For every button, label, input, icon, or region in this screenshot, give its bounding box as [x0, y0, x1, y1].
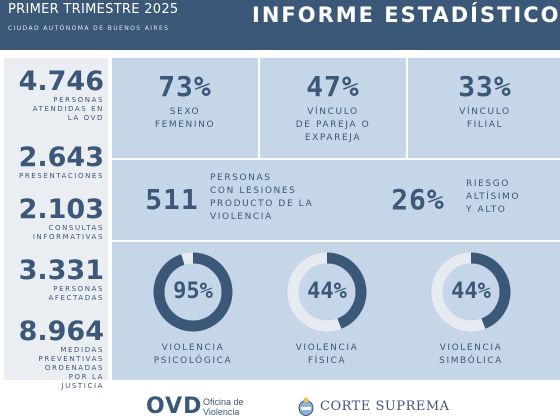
- sidebar-stats: 4.746 PERSONAS ATENDIDAS EN LA OVD 2.643…: [4, 58, 108, 390]
- donut-physical-label: VIOLENCIA FÍSICA: [295, 343, 359, 366]
- stat-label: PERSONAS AFECTADAS: [48, 285, 104, 302]
- stat-people-attended: 4.746 PERSONAS ATENDIDAS EN LA OVD: [4, 68, 104, 123]
- donut-psychological: 95%: [152, 251, 234, 333]
- stat-injuries-value: 511: [145, 183, 199, 216]
- stat-value: 2.643: [18, 142, 104, 173]
- stat-risk-value: 26%: [391, 183, 445, 216]
- stat-value: 3.331: [18, 255, 104, 286]
- stat-label: MEDIDAS PREVENTIVAS ORDENADAS POR LA JUS…: [38, 346, 104, 390]
- donut-physical: 44%: [286, 251, 368, 333]
- stat-partner-value: 47%: [306, 70, 360, 103]
- divider: [112, 158, 560, 160]
- stat-risk-label: RIESGO ALTÍSIMO Y ALTO: [466, 179, 521, 215]
- ovd-logo: OVD: [146, 394, 203, 416]
- coat-of-arms-icon: [298, 397, 314, 416]
- donut-ring: [431, 252, 511, 332]
- donut-arc: [287, 252, 367, 332]
- stat-partner-label: VÍNCULO DE PAREJA O EXPAREJA: [295, 107, 371, 143]
- donut-psychological-label: VIOLENCIA PSICOLÓGICA: [153, 343, 233, 366]
- stat-value: 8.964: [18, 316, 104, 347]
- stat-consultations: 2.103 CONSULTAS INFORMATIVAS: [4, 196, 104, 242]
- stat-value: 4.746: [18, 66, 104, 97]
- stat-filial-value: 33%: [458, 70, 512, 103]
- stat-label: PRESENTACIONES: [19, 172, 104, 180]
- donut-value: 44%: [451, 279, 491, 304]
- stat-female-value: 73%: [158, 70, 212, 103]
- divider: [112, 240, 560, 242]
- donut-symbolic-label: VIOLENCIA SIMBÓLICA: [439, 343, 503, 366]
- stats-panel: 73% SEXO FEMENINO 47% VÍNCULO DE PAREJA …: [112, 58, 560, 380]
- stat-female-label: SEXO FEMENINO: [154, 107, 216, 130]
- stat-value: 2.103: [18, 194, 104, 225]
- donut-value: 95%: [173, 279, 213, 304]
- footer-logos: OVD Oficina de Violencia CORTE SUPREMA: [0, 392, 560, 416]
- stat-affected-people: 3.331 PERSONAS AFECTADAS: [4, 257, 104, 303]
- donut-value: 44%: [307, 279, 347, 304]
- donut-ring: [153, 252, 233, 332]
- report-jurisdiction: CIUDAD AUTÓNOMA DE BUENOS AIRES: [8, 25, 170, 32]
- stat-label: CONSULTAS INFORMATIVAS: [32, 224, 104, 241]
- court-name: CORTE SUPREMA: [320, 399, 450, 414]
- stat-injuries-label: PERSONAS CON LESIONES PRODUCTO DE LA VIO…: [210, 173, 314, 222]
- divider: [258, 58, 260, 158]
- page-title: INFORME ESTADÍSTICO: [252, 3, 560, 27]
- report-period: PRIMER TRIMESTRE 2025: [8, 2, 179, 17]
- ovd-logo-text: Oficina de Violencia: [203, 397, 244, 416]
- header-banner: PRIMER TRIMESTRE 2025 CIUDAD AUTÓNOMA DE…: [0, 0, 560, 50]
- stat-presentations: 2.643 PRESENTACIONES: [4, 144, 104, 181]
- donut-ring: [287, 252, 367, 332]
- divider: [406, 58, 408, 158]
- donut-arc: [431, 252, 511, 332]
- stat-preventive-measures: 8.964 MEDIDAS PREVENTIVAS ORDENADAS POR …: [4, 318, 104, 391]
- donut-symbolic: 44%: [430, 251, 512, 333]
- stat-filial-label: VÍNCULO FILIAL: [459, 107, 511, 130]
- donut-arc: [153, 252, 233, 332]
- stat-label: PERSONAS ATENDIDAS EN LA OVD: [32, 96, 104, 122]
